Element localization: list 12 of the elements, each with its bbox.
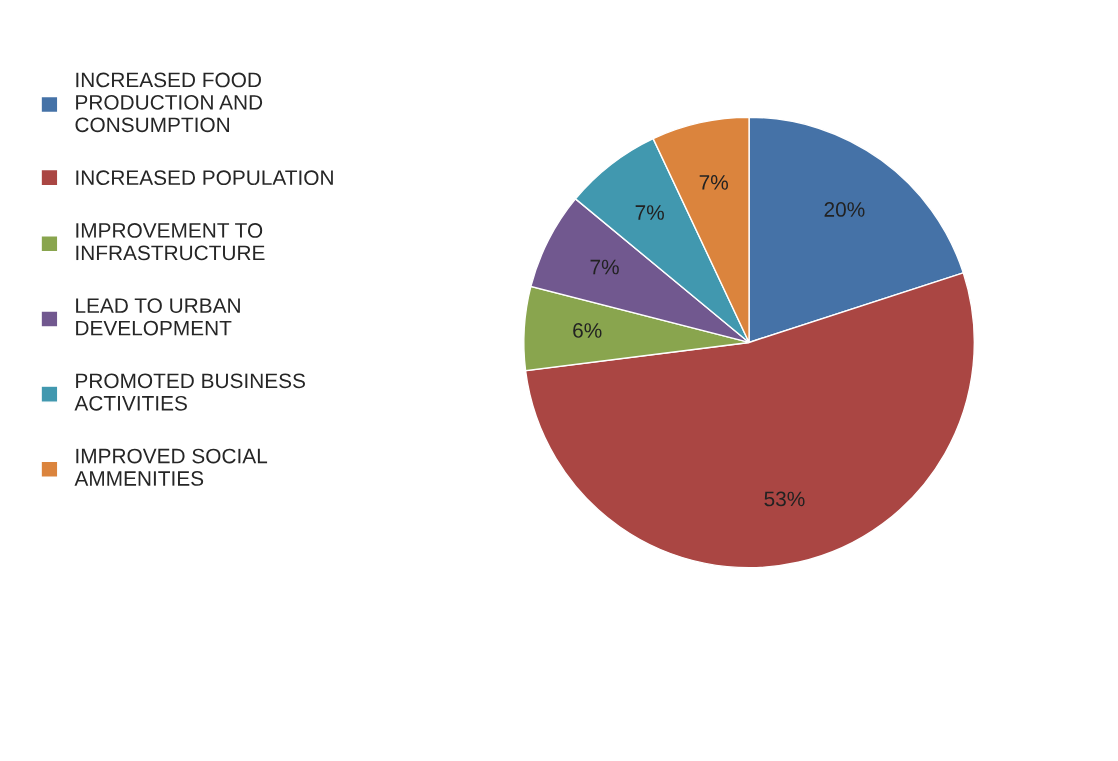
legend-label: PROMOTED BUSINESS ACTIVITIES [74,373,305,411]
legend-label: INCREASED FOOD PRODUCTION AND CONSUMPTION [75,72,263,133]
legend-label: INCREASED POPULATION [76,170,333,186]
data-label: 6% [573,323,602,338]
data-label: 7% [699,175,728,190]
legend-label: LEAD TO URBAN DEVELOPMENT [76,298,240,336]
legend-label: IMPROVED SOCIAL AMMENITIES [74,448,268,486]
data-label: 7% [590,259,619,275]
data-label: 20% [824,202,865,217]
data-label: 53% [764,491,805,507]
data-label: 7% [635,205,664,220]
legend-label: IMPROVEMENT TO INFRASTRUCTURE [76,223,265,261]
